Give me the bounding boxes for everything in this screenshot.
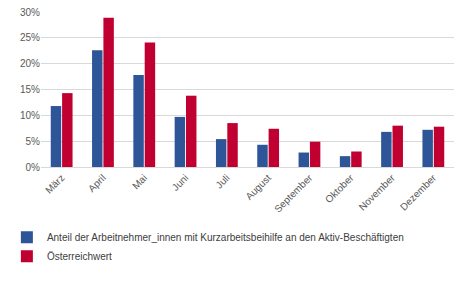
- svg-text:Österreichwert: Österreichwert: [47, 251, 112, 262]
- svg-text:15%: 15%: [20, 84, 40, 95]
- svg-text:Anteil der Arbeitnehmer_innen: Anteil der Arbeitnehmer_innen mit Kurzar…: [47, 232, 404, 243]
- svg-text:Mai: Mai: [130, 172, 149, 191]
- svg-text:November: November: [357, 172, 398, 213]
- svg-text:März: März: [43, 172, 67, 196]
- svg-text:September: September: [272, 172, 315, 215]
- svg-text:30%: 30%: [20, 7, 40, 18]
- svg-text:Oktober: Oktober: [323, 172, 356, 205]
- svg-text:Dezember: Dezember: [398, 172, 439, 213]
- svg-text:Juni: Juni: [170, 172, 191, 193]
- svg-text:0%: 0%: [26, 162, 41, 173]
- svg-text:25%: 25%: [20, 32, 40, 43]
- svg-text:20%: 20%: [20, 58, 40, 69]
- svg-text:5%: 5%: [26, 136, 41, 147]
- svg-text:August: August: [243, 172, 273, 202]
- svg-text:10%: 10%: [20, 110, 40, 121]
- svg-text:April: April: [86, 172, 108, 194]
- svg-text:Juli: Juli: [213, 172, 231, 190]
